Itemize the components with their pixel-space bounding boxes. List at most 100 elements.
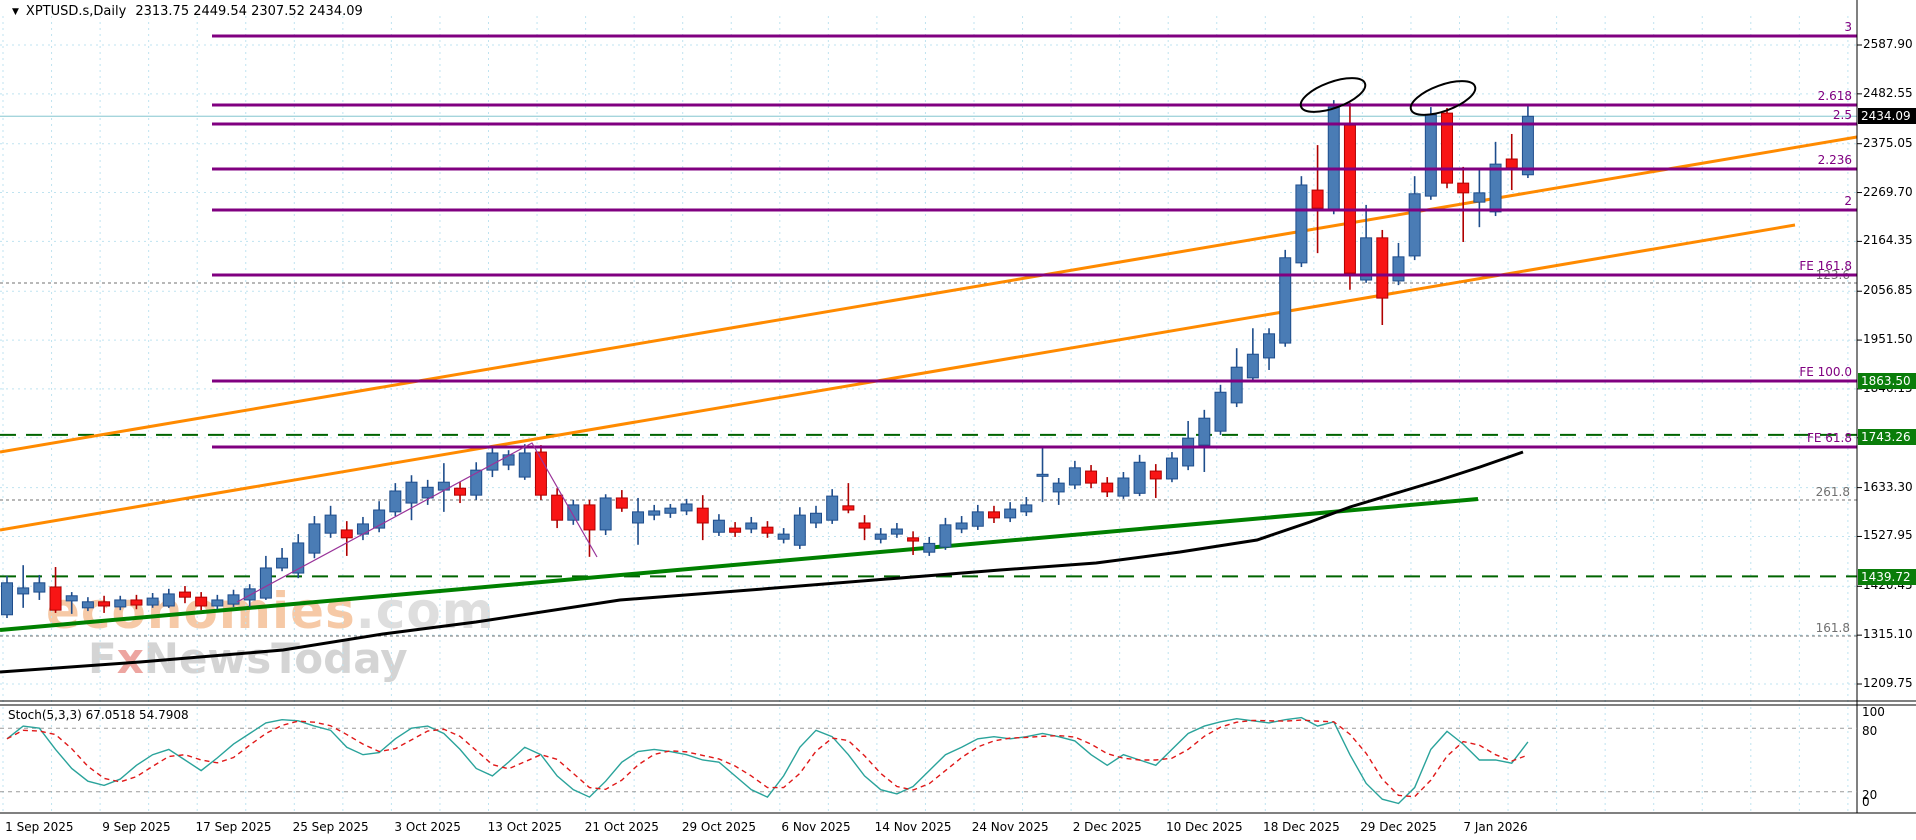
candle-body bbox=[373, 509, 386, 529]
level-price-box: 1743.26 bbox=[1858, 428, 1916, 445]
candle-body bbox=[648, 510, 661, 516]
candle-body bbox=[1214, 391, 1227, 432]
candle-body bbox=[65, 595, 78, 602]
candle-body bbox=[1343, 124, 1356, 274]
candle-body bbox=[1117, 477, 1130, 497]
date-tick-label: 7 Jan 2026 bbox=[1463, 820, 1528, 834]
candle-body bbox=[1149, 470, 1162, 480]
candle-body bbox=[502, 454, 515, 466]
candle-body bbox=[761, 526, 774, 534]
candle-body bbox=[939, 524, 952, 548]
date-tick-label: 29 Oct 2025 bbox=[681, 820, 756, 834]
candle-body bbox=[324, 514, 337, 534]
candle-body bbox=[470, 469, 483, 496]
double-top-ellipse bbox=[1299, 77, 1367, 113]
price-tick-label: 1951.50 bbox=[1863, 332, 1913, 347]
candle-body bbox=[1311, 189, 1324, 209]
price-tick-label: 1633.30 bbox=[1863, 479, 1913, 494]
date-tick-label: 29 Dec 2025 bbox=[1360, 820, 1437, 834]
fib-expansion-label: 3 bbox=[1844, 20, 1852, 34]
date-tick-label: 18 Dec 2025 bbox=[1263, 820, 1340, 834]
candle-body bbox=[923, 542, 936, 553]
fib-expansion-label: 2.5 bbox=[1833, 108, 1852, 122]
orange-trendline bbox=[0, 135, 1858, 454]
candle-body bbox=[907, 537, 920, 542]
fib-expansion-label: 2.236 bbox=[1818, 153, 1852, 167]
stoch-scale-label: 80 bbox=[1862, 724, 1878, 739]
price-tick-label: 1209.75 bbox=[1863, 675, 1913, 690]
date-tick-label: 1 Sep 2025 bbox=[5, 820, 74, 834]
zigzag-line bbox=[236, 442, 598, 603]
candle-body bbox=[1165, 457, 1178, 480]
candle-body bbox=[211, 599, 224, 607]
candle-body bbox=[583, 504, 596, 531]
date-tick-label: 24 Nov 2025 bbox=[971, 820, 1049, 834]
candle-body bbox=[1198, 417, 1211, 446]
date-tick-label: 13 Oct 2025 bbox=[487, 820, 562, 834]
candle-body bbox=[421, 486, 434, 499]
ohlc-readout: 2313.75 2449.54 2307.52 2434.09 bbox=[135, 4, 363, 19]
candle-body bbox=[567, 504, 580, 521]
candle-body bbox=[551, 494, 564, 521]
candle-body bbox=[1295, 184, 1308, 264]
candle-body bbox=[292, 542, 305, 574]
gray-level-label: 161.8 bbox=[1816, 621, 1850, 635]
candle-body bbox=[1505, 158, 1518, 169]
chart-title-bar: ▼ XPTUSD.s,Daily 2313.75 2449.54 2307.52… bbox=[12, 4, 363, 19]
symbol-dropdown-icon[interactable]: ▼ bbox=[12, 6, 19, 17]
candle-body bbox=[890, 528, 903, 535]
candle-body bbox=[793, 514, 806, 546]
candle-body bbox=[1004, 508, 1017, 519]
double-top-ellipse bbox=[1409, 80, 1477, 116]
candle-body bbox=[162, 593, 175, 607]
candle-body bbox=[243, 588, 256, 601]
candle-body bbox=[1279, 257, 1292, 344]
candle-body bbox=[178, 591, 191, 598]
candle-body bbox=[680, 503, 693, 512]
date-tick-label: 2 Dec 2025 bbox=[1072, 820, 1142, 834]
date-tick-label: 9 Sep 2025 bbox=[102, 820, 171, 834]
candle-body bbox=[276, 557, 289, 569]
date-tick-label: 10 Dec 2025 bbox=[1165, 820, 1243, 834]
stoch-indicator-label: Stoch(5,3,3) 67.0518 54.7908 bbox=[8, 708, 189, 722]
date-tick-label: 17 Sep 2025 bbox=[195, 820, 272, 834]
candle-body bbox=[971, 511, 984, 527]
black-ma-line bbox=[0, 450, 1524, 674]
stoch-k-line bbox=[6, 716, 1529, 805]
candle-body bbox=[389, 490, 402, 513]
symbol-period-label: XPTUSD.s,Daily bbox=[25, 4, 127, 19]
candle-body bbox=[98, 601, 111, 607]
fib-expansion-label: 2.618 bbox=[1818, 89, 1852, 103]
candle-body bbox=[1085, 470, 1098, 484]
fib-expansion-label: FE 161.8 bbox=[1799, 259, 1852, 273]
candle-body bbox=[874, 533, 887, 540]
fib-expansion-label: 2 bbox=[1844, 194, 1852, 208]
level-price-box: 1863.50 bbox=[1858, 372, 1916, 389]
date-tick-label: 6 Nov 2025 bbox=[781, 820, 851, 834]
price-tick-label: 2269.70 bbox=[1863, 184, 1913, 199]
candle-body bbox=[1457, 182, 1470, 194]
candle-body bbox=[1133, 461, 1146, 494]
candle-body bbox=[745, 522, 758, 530]
candle-body bbox=[1182, 437, 1195, 467]
stoch-scale-label: 20 bbox=[1862, 787, 1878, 802]
candle-body bbox=[1101, 482, 1114, 493]
candle-body bbox=[146, 597, 159, 606]
candle-body bbox=[1036, 473, 1049, 477]
stoch-scale-label: 100 bbox=[1862, 705, 1885, 719]
candle-body bbox=[615, 497, 628, 509]
candle-body bbox=[195, 596, 208, 607]
green-trendline bbox=[0, 497, 1479, 632]
date-tick-label: 25 Sep 2025 bbox=[292, 820, 369, 834]
candle-body bbox=[81, 601, 94, 609]
candle-body bbox=[712, 519, 725, 533]
candle-body bbox=[1408, 193, 1421, 257]
candle-body bbox=[1441, 112, 1454, 184]
current-price-box: 2434.09 bbox=[1858, 108, 1916, 125]
candle-body bbox=[49, 586, 62, 611]
candle-body bbox=[308, 523, 321, 554]
candle-body bbox=[1020, 504, 1033, 513]
date-tick-label: 21 Oct 2025 bbox=[584, 820, 659, 834]
